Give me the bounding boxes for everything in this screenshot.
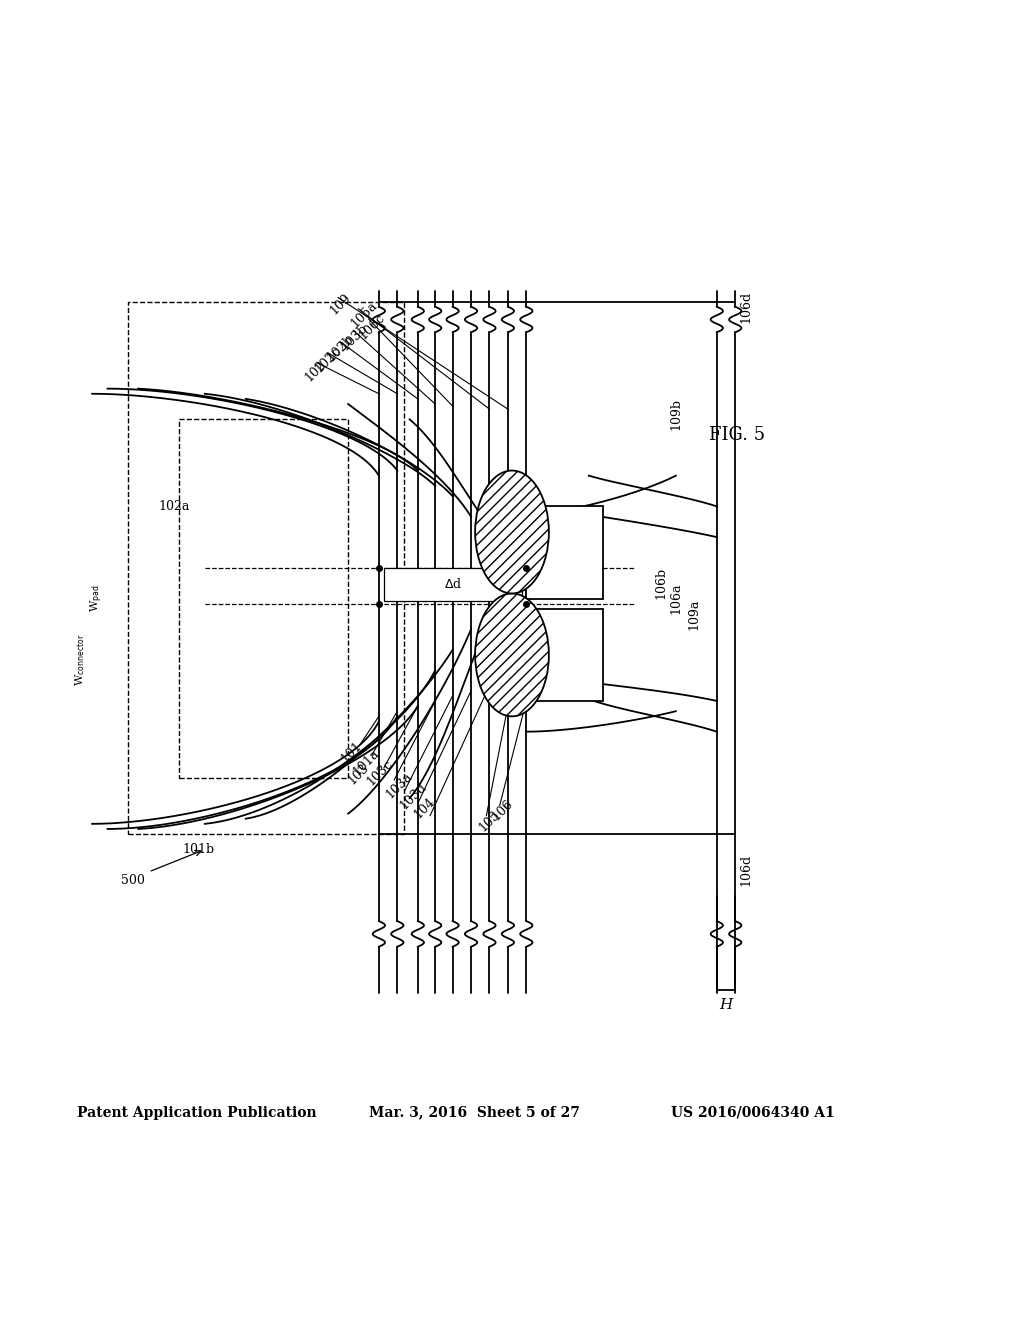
Text: 103d: 103d — [397, 780, 429, 812]
Text: FIG. 5: FIG. 5 — [710, 426, 765, 444]
Text: 102: 102 — [302, 358, 328, 384]
Text: 106: 106 — [489, 797, 516, 824]
Text: Patent Application Publication: Patent Application Publication — [77, 1106, 316, 1119]
Text: H: H — [720, 998, 732, 1012]
Text: 500: 500 — [121, 874, 144, 887]
Text: W$_{\rm connector}$: W$_{\rm connector}$ — [73, 634, 87, 686]
Text: 103b: 103b — [338, 322, 370, 354]
Text: 101: 101 — [338, 739, 365, 766]
Ellipse shape — [475, 594, 549, 717]
Bar — [384, 568, 522, 601]
Text: $\Delta$d: $\Delta$d — [444, 577, 462, 591]
Text: 109a: 109a — [688, 598, 700, 630]
Text: 106d: 106d — [739, 290, 752, 323]
Text: 104: 104 — [412, 796, 438, 821]
Text: 105: 105 — [476, 808, 502, 834]
Text: 105a: 105a — [348, 300, 380, 330]
Text: 102c: 102c — [312, 345, 343, 375]
Text: Mar. 3, 2016  Sheet 5 of 27: Mar. 3, 2016 Sheet 5 of 27 — [369, 1106, 580, 1119]
Text: 106d: 106d — [739, 854, 752, 886]
Text: 102a: 102a — [159, 500, 190, 513]
Bar — [179, 420, 348, 777]
Text: US 2016/0064340 A1: US 2016/0064340 A1 — [671, 1106, 835, 1119]
Bar — [526, 507, 603, 598]
Text: 103: 103 — [345, 760, 372, 787]
Bar — [128, 301, 404, 834]
Text: 106c: 106c — [356, 310, 387, 342]
Text: 106b: 106b — [654, 568, 667, 599]
Bar — [526, 609, 603, 701]
Text: 102b: 102b — [325, 333, 356, 364]
Text: 109: 109 — [328, 290, 353, 317]
Ellipse shape — [475, 470, 549, 594]
Text: 109b: 109b — [670, 399, 682, 430]
Text: W$_{\rm pad}$: W$_{\rm pad}$ — [89, 585, 105, 612]
Text: 106a: 106a — [670, 583, 682, 614]
Text: 103c: 103c — [365, 758, 395, 788]
Text: 103a: 103a — [383, 770, 415, 801]
Text: 101b: 101b — [182, 843, 214, 855]
Text: 101a: 101a — [350, 747, 382, 777]
